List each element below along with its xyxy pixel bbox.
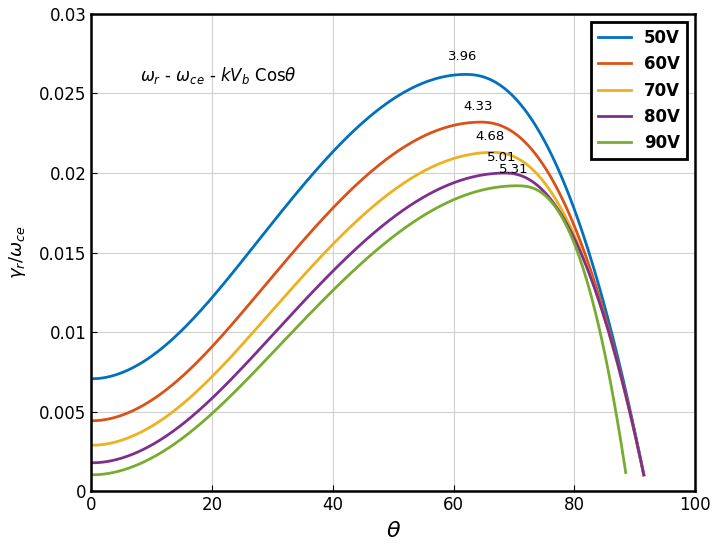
50V bbox=[479, 73, 488, 80]
80V bbox=[579, 254, 587, 260]
Line: 80V: 80V bbox=[91, 173, 644, 475]
80V bbox=[556, 209, 564, 216]
60V bbox=[484, 119, 493, 126]
60V bbox=[536, 157, 545, 164]
50V bbox=[484, 76, 493, 82]
80V bbox=[264, 336, 272, 343]
50V bbox=[536, 130, 545, 137]
50V bbox=[462, 71, 470, 78]
60V bbox=[87, 418, 95, 424]
90V bbox=[89, 471, 98, 478]
90V bbox=[316, 300, 325, 306]
70V bbox=[87, 442, 95, 448]
80V bbox=[484, 171, 493, 178]
80V bbox=[640, 472, 648, 478]
Text: $\omega_r$ - $\omega_{ce}$ - $kV_b$ Cos$\theta$: $\omega_r$ - $\omega_{ce}$ - $kV_b$ Cos$… bbox=[140, 66, 297, 87]
50V bbox=[579, 230, 587, 236]
70V bbox=[478, 150, 487, 156]
60V bbox=[479, 119, 488, 125]
70V bbox=[579, 252, 587, 259]
90V bbox=[183, 431, 192, 438]
Text: 4.68: 4.68 bbox=[475, 130, 505, 143]
60V bbox=[579, 244, 587, 251]
60V bbox=[640, 472, 648, 478]
90V bbox=[612, 416, 621, 423]
80V bbox=[478, 172, 487, 178]
50V bbox=[87, 375, 95, 382]
80V bbox=[500, 170, 509, 176]
Line: 70V: 70V bbox=[91, 152, 644, 475]
70V bbox=[484, 149, 493, 156]
80V bbox=[87, 459, 95, 466]
90V bbox=[583, 279, 592, 286]
60V bbox=[556, 191, 564, 198]
Text: 5.31: 5.31 bbox=[499, 163, 529, 176]
Text: 5.01: 5.01 bbox=[488, 151, 517, 163]
Line: 60V: 60V bbox=[91, 122, 644, 475]
90V bbox=[87, 471, 95, 478]
Legend: 50V, 60V, 70V, 80V, 90V: 50V, 60V, 70V, 80V, 90V bbox=[591, 22, 687, 159]
90V bbox=[520, 183, 528, 190]
50V bbox=[556, 170, 564, 177]
X-axis label: $\theta$: $\theta$ bbox=[386, 521, 401, 541]
Line: 50V: 50V bbox=[91, 75, 644, 475]
70V bbox=[488, 149, 497, 156]
Line: 90V: 90V bbox=[91, 186, 625, 475]
50V bbox=[640, 471, 648, 478]
90V bbox=[621, 469, 630, 476]
90V bbox=[549, 200, 557, 207]
80V bbox=[536, 185, 545, 191]
Y-axis label: $\gamma_r/\omega_{ce}$: $\gamma_r/\omega_{ce}$ bbox=[7, 226, 28, 279]
70V bbox=[536, 174, 545, 181]
Text: 4.33: 4.33 bbox=[463, 100, 493, 112]
Text: 3.96: 3.96 bbox=[448, 50, 477, 63]
60V bbox=[477, 119, 485, 125]
70V bbox=[264, 312, 272, 318]
70V bbox=[640, 472, 648, 478]
60V bbox=[264, 278, 272, 285]
90V bbox=[513, 182, 521, 189]
70V bbox=[556, 204, 564, 210]
50V bbox=[264, 225, 272, 232]
